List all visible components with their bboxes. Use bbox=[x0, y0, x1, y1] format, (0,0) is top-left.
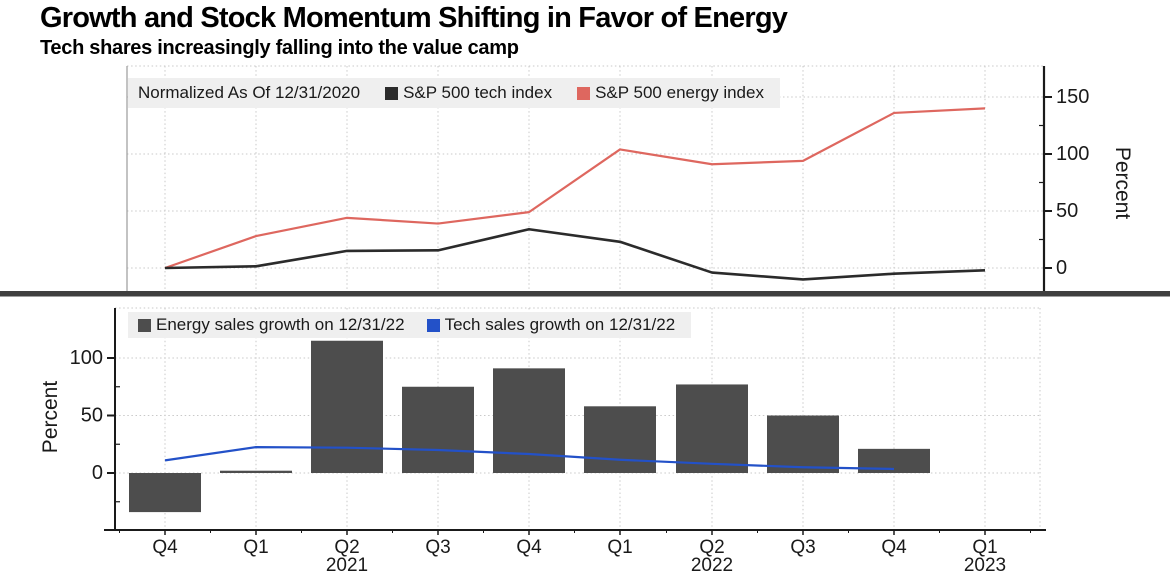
x-tick-label: Q1 bbox=[972, 537, 997, 558]
y-tick-label: 0 bbox=[1056, 257, 1067, 279]
page-subtitle: Tech shares increasingly falling into th… bbox=[40, 37, 519, 59]
normalized-note: Normalized As Of 12/31/2020 bbox=[138, 83, 361, 102]
y-tick-label: 0 bbox=[92, 462, 103, 484]
energy-sales-bar bbox=[311, 340, 383, 473]
energy-sales-legend-label: Energy sales growth on 12/31/22 bbox=[156, 315, 405, 334]
energy-sales-bar bbox=[493, 368, 565, 473]
energy-index-legend-label: S&P 500 energy index bbox=[595, 83, 764, 102]
y-tick-label: 150 bbox=[1056, 86, 1089, 108]
year-label: 2021 bbox=[326, 555, 368, 574]
x-tick-label: Q4 bbox=[152, 537, 178, 558]
energy-sales-bar bbox=[402, 386, 474, 473]
tech-index-legend-label: S&P 500 tech index bbox=[403, 83, 553, 102]
x-tick-label: Q3 bbox=[790, 537, 815, 558]
y-tick-label: 50 bbox=[81, 405, 103, 427]
year-label: 2022 bbox=[691, 555, 733, 574]
tech-sales-legend-label: Tech sales growth on 12/31/22 bbox=[444, 315, 676, 334]
bottom-percent-axis-label: Percent bbox=[39, 381, 62, 454]
y-tick-label: 100 bbox=[70, 347, 103, 369]
top-chart-legend: Normalized As Of 12/31/2020 S&P 500 tech… bbox=[128, 78, 780, 108]
x-tick-label: Q2 bbox=[699, 537, 724, 558]
year-label: 2023 bbox=[964, 555, 1006, 574]
energy-sales-bar bbox=[129, 473, 201, 513]
tech-index-swatch-icon bbox=[385, 86, 399, 100]
x-tick-label: Q3 bbox=[425, 537, 450, 558]
y-tick-label: 50 bbox=[1056, 200, 1078, 222]
energy-index-legend-item: S&P 500 energy index bbox=[577, 83, 764, 103]
energy-sales-bar bbox=[676, 384, 748, 473]
tech-sales-line bbox=[164, 446, 895, 471]
energy-index-line bbox=[164, 107, 986, 270]
x-tick-label: Q1 bbox=[607, 537, 632, 558]
x-tick-label: Q2 bbox=[334, 537, 359, 558]
tech-sales-swatch-icon bbox=[426, 318, 440, 332]
energy-index-swatch-icon bbox=[577, 86, 591, 100]
bottom-chart-legend: Energy sales growth on 12/31/22 Tech sal… bbox=[128, 312, 692, 338]
x-tick-label: Q1 bbox=[243, 537, 268, 558]
x-tick-label: Q4 bbox=[881, 537, 907, 558]
top-percent-axis-label: Percent bbox=[1111, 147, 1134, 220]
tech-sales-legend-item: Tech sales growth on 12/31/22 bbox=[426, 315, 676, 335]
energy-sales-bar bbox=[584, 406, 656, 473]
energy-sales-swatch-icon bbox=[138, 318, 151, 332]
x-tick-label: Q4 bbox=[516, 537, 542, 558]
page-title: Growth and Stock Momentum Shifting in Fa… bbox=[40, 2, 788, 34]
energy-sales-legend-item: Energy sales growth on 12/31/22 bbox=[138, 315, 405, 335]
y-tick-label: 100 bbox=[1056, 143, 1089, 165]
energy-sales-bar bbox=[767, 415, 839, 473]
tech-index-line bbox=[164, 227, 986, 281]
tech-index-legend-item: S&P 500 tech index bbox=[385, 83, 552, 103]
energy-sales-bar bbox=[220, 470, 292, 473]
panel-separator bbox=[0, 291, 1170, 297]
